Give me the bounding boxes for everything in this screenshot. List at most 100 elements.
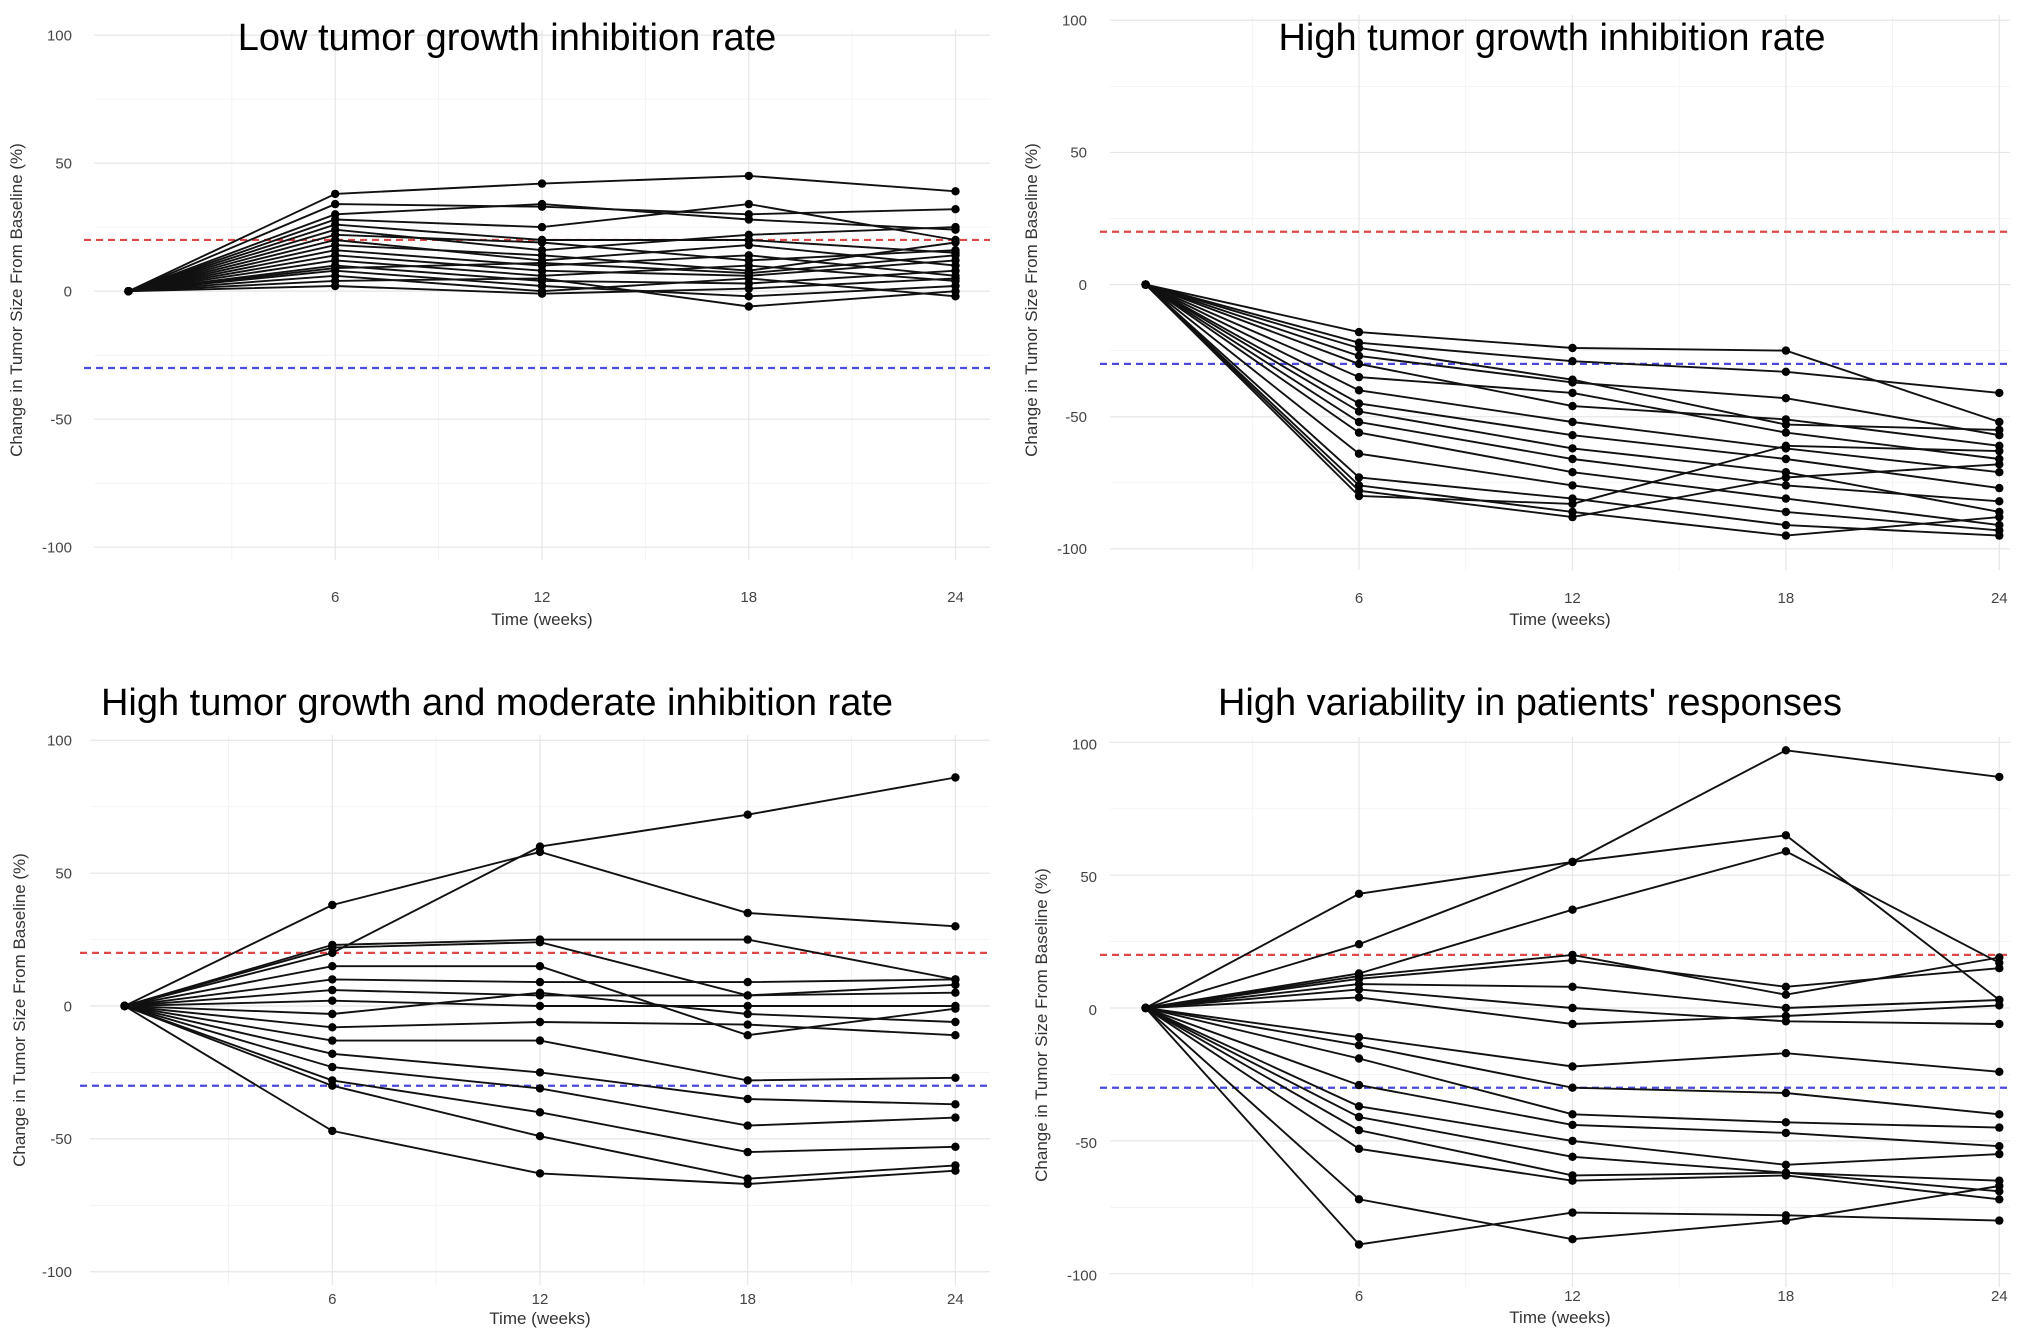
x-axis-label: Time (weeks) — [491, 610, 592, 629]
data-point — [1354, 1041, 1364, 1050]
data-point — [1781, 441, 1791, 450]
data-point — [535, 1084, 545, 1093]
data-point — [537, 274, 547, 283]
data-point — [743, 1179, 752, 1189]
data-point — [951, 988, 960, 997]
data-point — [537, 199, 547, 209]
data-point — [1568, 1003, 1577, 1013]
y-tick-label: 0 — [64, 283, 72, 300]
data-point — [743, 1121, 752, 1130]
data-point — [1781, 1160, 1791, 1169]
data-point — [1568, 956, 1577, 965]
data-point — [1995, 388, 2004, 398]
data-point — [1781, 520, 1791, 530]
data-point — [331, 263, 340, 273]
data-point — [951, 274, 960, 283]
data-point — [328, 985, 337, 995]
data-point — [1781, 346, 1791, 355]
data-point — [1354, 1195, 1364, 1204]
data-point — [951, 222, 960, 232]
data-point — [1781, 990, 1791, 999]
data-point — [951, 1073, 960, 1082]
data-point — [1568, 1208, 1577, 1217]
data-point — [1995, 964, 2004, 973]
data-point — [1781, 982, 1791, 991]
data-point — [1995, 1216, 2004, 1225]
data-point — [743, 810, 752, 819]
data-point — [1995, 1181, 2004, 1191]
data-point — [1354, 985, 1364, 994]
data-point — [1568, 512, 1577, 522]
x-tick-label: 24 — [947, 589, 964, 606]
data-point — [743, 1094, 752, 1104]
data-point — [1568, 454, 1577, 464]
data-point — [1354, 1112, 1364, 1122]
chart-high-inhibition: 100 50 0 -50 -100 6 12 18 24 Time (weeks) Change i… — [1015, 0, 2030, 667]
data-point — [1354, 491, 1364, 501]
y-tick-label: -100 — [1057, 541, 1087, 558]
data-point — [1995, 1019, 2004, 1029]
data-point — [1354, 1033, 1364, 1042]
data-point — [328, 1023, 337, 1032]
y-tick-label: -100 — [42, 539, 72, 556]
data-point — [744, 171, 753, 181]
data-point — [1995, 772, 2004, 782]
data-point — [1781, 1171, 1791, 1180]
y-tick-label: 100 — [1072, 736, 1097, 753]
x-tick-label: 18 — [1778, 1288, 1795, 1305]
data-point — [1568, 1019, 1577, 1029]
data-point — [1995, 483, 2004, 493]
data-point — [328, 1036, 337, 1045]
data-point — [1354, 1126, 1364, 1135]
data-point — [331, 199, 340, 209]
y-tick-label: 100 — [47, 733, 72, 750]
x-tick-label: 12 — [534, 589, 551, 606]
data-point — [951, 975, 960, 984]
y-tick-label: -50 — [50, 1131, 72, 1148]
data-point — [951, 187, 960, 196]
data-point — [951, 1142, 960, 1151]
data-point — [743, 1009, 752, 1019]
data-point — [537, 258, 547, 268]
y-tick-label: -50 — [1065, 409, 1087, 426]
data-point — [1568, 1152, 1577, 1161]
data-point — [1568, 1110, 1577, 1119]
data-point — [1781, 481, 1791, 490]
x-tick-label: 6 — [328, 1291, 336, 1308]
data-point — [1568, 499, 1577, 509]
y-tick-label: -100 — [1067, 1268, 1097, 1285]
data-point — [328, 900, 337, 910]
data-point — [535, 1036, 545, 1045]
data-point — [743, 1001, 752, 1011]
x-tick-label: 24 — [947, 1291, 964, 1308]
y-tick-label: -100 — [42, 1264, 72, 1281]
x-tick-label: 6 — [1355, 590, 1363, 607]
data-point — [535, 988, 545, 997]
data-point — [1995, 1149, 2004, 1159]
series-group — [1141, 746, 2004, 1249]
data-point — [1354, 327, 1364, 337]
data-point — [1354, 428, 1364, 437]
data-point — [1354, 1080, 1364, 1090]
data-point — [1781, 531, 1791, 540]
data-point — [1354, 399, 1364, 408]
data-point — [328, 996, 337, 1005]
data-point — [1995, 531, 2004, 540]
x-tick-label: 18 — [740, 589, 757, 606]
data-point — [951, 205, 960, 214]
data-point — [1781, 454, 1791, 464]
y-axis-label: Change in Tumor Size From Baseline (%) — [7, 143, 26, 457]
data-point — [1995, 1142, 2004, 1151]
x-axis-label: Time (weeks) — [489, 1309, 590, 1328]
data-point — [120, 1001, 129, 1011]
x-tick-label: 12 — [1564, 590, 1581, 607]
data-point — [1568, 431, 1577, 440]
data-point — [1781, 746, 1791, 755]
data-point — [743, 908, 752, 918]
data-point — [1568, 905, 1577, 914]
data-point — [331, 189, 340, 199]
data-point — [1568, 417, 1577, 427]
data-point — [1141, 280, 1150, 289]
series-group — [1141, 280, 2004, 540]
data-point — [1354, 386, 1364, 395]
